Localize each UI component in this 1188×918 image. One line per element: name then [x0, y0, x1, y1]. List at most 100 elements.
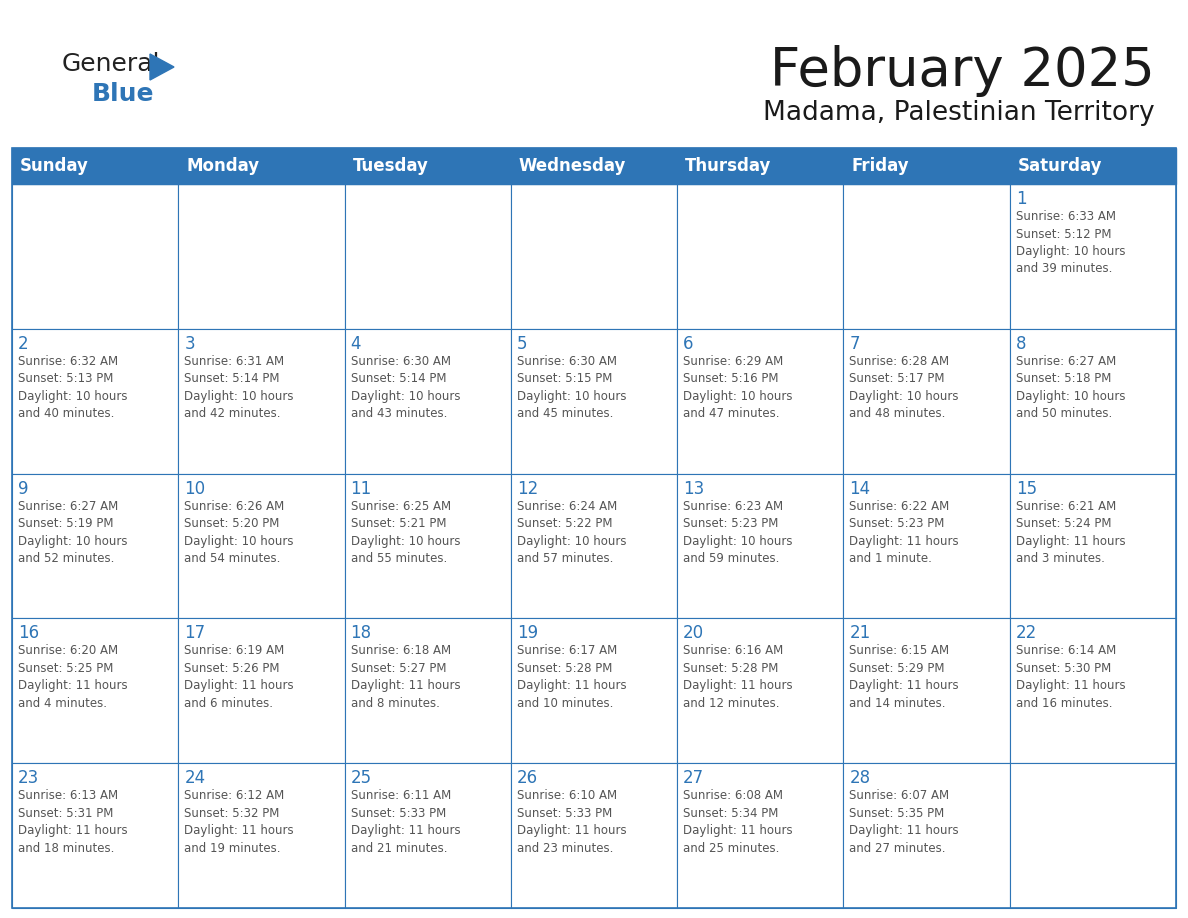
- Text: 8: 8: [1016, 335, 1026, 353]
- Text: Tuesday: Tuesday: [353, 157, 429, 175]
- Text: 1: 1: [1016, 190, 1026, 208]
- Text: 25: 25: [350, 769, 372, 788]
- Bar: [511, 184, 677, 329]
- Text: 20: 20: [683, 624, 704, 643]
- Text: Sunrise: 6:30 AM
Sunset: 5:14 PM
Daylight: 10 hours
and 43 minutes.: Sunrise: 6:30 AM Sunset: 5:14 PM Dayligh…: [350, 354, 460, 420]
- Bar: [178, 184, 345, 329]
- Bar: [511, 763, 677, 908]
- Text: 28: 28: [849, 769, 871, 788]
- Text: 9: 9: [18, 479, 29, 498]
- Text: Sunrise: 6:22 AM
Sunset: 5:23 PM
Daylight: 11 hours
and 1 minute.: Sunrise: 6:22 AM Sunset: 5:23 PM Dayligh…: [849, 499, 959, 565]
- Bar: [345, 148, 511, 184]
- Bar: [1010, 619, 1176, 763]
- Text: Sunday: Sunday: [20, 157, 89, 175]
- Text: Saturday: Saturday: [1018, 157, 1102, 175]
- Polygon shape: [150, 54, 173, 80]
- Bar: [178, 329, 345, 474]
- Text: Thursday: Thursday: [685, 157, 771, 175]
- Text: February 2025: February 2025: [770, 45, 1155, 97]
- Text: 26: 26: [517, 769, 538, 788]
- Bar: [178, 763, 345, 908]
- Text: Sunrise: 6:13 AM
Sunset: 5:31 PM
Daylight: 11 hours
and 18 minutes.: Sunrise: 6:13 AM Sunset: 5:31 PM Dayligh…: [18, 789, 127, 855]
- Text: Sunrise: 6:16 AM
Sunset: 5:28 PM
Daylight: 11 hours
and 12 minutes.: Sunrise: 6:16 AM Sunset: 5:28 PM Dayligh…: [683, 644, 792, 710]
- Bar: [677, 763, 843, 908]
- Bar: [12, 619, 178, 763]
- Text: 10: 10: [184, 479, 206, 498]
- Text: 16: 16: [18, 624, 39, 643]
- Text: Sunrise: 6:33 AM
Sunset: 5:12 PM
Daylight: 10 hours
and 39 minutes.: Sunrise: 6:33 AM Sunset: 5:12 PM Dayligh…: [1016, 210, 1125, 275]
- Bar: [511, 329, 677, 474]
- Text: Sunrise: 6:15 AM
Sunset: 5:29 PM
Daylight: 11 hours
and 14 minutes.: Sunrise: 6:15 AM Sunset: 5:29 PM Dayligh…: [849, 644, 959, 710]
- Text: Sunrise: 6:18 AM
Sunset: 5:27 PM
Daylight: 11 hours
and 8 minutes.: Sunrise: 6:18 AM Sunset: 5:27 PM Dayligh…: [350, 644, 460, 710]
- Text: Madama, Palestinian Territory: Madama, Palestinian Territory: [764, 100, 1155, 126]
- Bar: [1010, 148, 1176, 184]
- Text: 5: 5: [517, 335, 527, 353]
- Bar: [843, 184, 1010, 329]
- Text: 17: 17: [184, 624, 206, 643]
- Text: 7: 7: [849, 335, 860, 353]
- Bar: [12, 763, 178, 908]
- Text: Friday: Friday: [852, 157, 909, 175]
- Bar: [677, 329, 843, 474]
- Text: 21: 21: [849, 624, 871, 643]
- Bar: [12, 148, 1176, 908]
- Bar: [178, 148, 345, 184]
- Bar: [843, 148, 1010, 184]
- Bar: [178, 474, 345, 619]
- Bar: [12, 148, 1176, 184]
- Bar: [1010, 763, 1176, 908]
- Text: Sunrise: 6:28 AM
Sunset: 5:17 PM
Daylight: 10 hours
and 48 minutes.: Sunrise: 6:28 AM Sunset: 5:17 PM Dayligh…: [849, 354, 959, 420]
- Text: Sunrise: 6:32 AM
Sunset: 5:13 PM
Daylight: 10 hours
and 40 minutes.: Sunrise: 6:32 AM Sunset: 5:13 PM Dayligh…: [18, 354, 127, 420]
- Text: Sunrise: 6:27 AM
Sunset: 5:19 PM
Daylight: 10 hours
and 52 minutes.: Sunrise: 6:27 AM Sunset: 5:19 PM Dayligh…: [18, 499, 127, 565]
- Bar: [677, 474, 843, 619]
- Text: Sunrise: 6:11 AM
Sunset: 5:33 PM
Daylight: 11 hours
and 21 minutes.: Sunrise: 6:11 AM Sunset: 5:33 PM Dayligh…: [350, 789, 460, 855]
- Bar: [345, 763, 511, 908]
- Bar: [843, 763, 1010, 908]
- Text: 4: 4: [350, 335, 361, 353]
- Text: Sunrise: 6:30 AM
Sunset: 5:15 PM
Daylight: 10 hours
and 45 minutes.: Sunrise: 6:30 AM Sunset: 5:15 PM Dayligh…: [517, 354, 626, 420]
- Text: 14: 14: [849, 479, 871, 498]
- Text: Sunrise: 6:10 AM
Sunset: 5:33 PM
Daylight: 11 hours
and 23 minutes.: Sunrise: 6:10 AM Sunset: 5:33 PM Dayligh…: [517, 789, 626, 855]
- Text: 6: 6: [683, 335, 694, 353]
- Text: Sunrise: 6:08 AM
Sunset: 5:34 PM
Daylight: 11 hours
and 25 minutes.: Sunrise: 6:08 AM Sunset: 5:34 PM Dayligh…: [683, 789, 792, 855]
- Text: 11: 11: [350, 479, 372, 498]
- Text: Sunrise: 6:21 AM
Sunset: 5:24 PM
Daylight: 11 hours
and 3 minutes.: Sunrise: 6:21 AM Sunset: 5:24 PM Dayligh…: [1016, 499, 1125, 565]
- Text: Sunrise: 6:29 AM
Sunset: 5:16 PM
Daylight: 10 hours
and 47 minutes.: Sunrise: 6:29 AM Sunset: 5:16 PM Dayligh…: [683, 354, 792, 420]
- Bar: [677, 184, 843, 329]
- Bar: [12, 329, 178, 474]
- Bar: [511, 619, 677, 763]
- Bar: [511, 148, 677, 184]
- Text: 19: 19: [517, 624, 538, 643]
- Text: Sunrise: 6:12 AM
Sunset: 5:32 PM
Daylight: 11 hours
and 19 minutes.: Sunrise: 6:12 AM Sunset: 5:32 PM Dayligh…: [184, 789, 293, 855]
- Text: Sunrise: 6:25 AM
Sunset: 5:21 PM
Daylight: 10 hours
and 55 minutes.: Sunrise: 6:25 AM Sunset: 5:21 PM Dayligh…: [350, 499, 460, 565]
- Text: 18: 18: [350, 624, 372, 643]
- Text: 22: 22: [1016, 624, 1037, 643]
- Text: 23: 23: [18, 769, 39, 788]
- Text: Sunrise: 6:24 AM
Sunset: 5:22 PM
Daylight: 10 hours
and 57 minutes.: Sunrise: 6:24 AM Sunset: 5:22 PM Dayligh…: [517, 499, 626, 565]
- Text: Sunrise: 6:14 AM
Sunset: 5:30 PM
Daylight: 11 hours
and 16 minutes.: Sunrise: 6:14 AM Sunset: 5:30 PM Dayligh…: [1016, 644, 1125, 710]
- Bar: [843, 329, 1010, 474]
- Text: General: General: [62, 52, 160, 76]
- Bar: [345, 329, 511, 474]
- Bar: [677, 148, 843, 184]
- Text: Sunrise: 6:26 AM
Sunset: 5:20 PM
Daylight: 10 hours
and 54 minutes.: Sunrise: 6:26 AM Sunset: 5:20 PM Dayligh…: [184, 499, 293, 565]
- Bar: [677, 619, 843, 763]
- Bar: [843, 619, 1010, 763]
- Bar: [1010, 329, 1176, 474]
- Text: Monday: Monday: [187, 157, 259, 175]
- Bar: [1010, 474, 1176, 619]
- Bar: [1010, 184, 1176, 329]
- Text: Wednesday: Wednesday: [519, 157, 626, 175]
- Bar: [511, 474, 677, 619]
- Text: 12: 12: [517, 479, 538, 498]
- Text: Sunrise: 6:20 AM
Sunset: 5:25 PM
Daylight: 11 hours
and 4 minutes.: Sunrise: 6:20 AM Sunset: 5:25 PM Dayligh…: [18, 644, 127, 710]
- Bar: [345, 619, 511, 763]
- Bar: [12, 184, 178, 329]
- Text: Sunrise: 6:31 AM
Sunset: 5:14 PM
Daylight: 10 hours
and 42 minutes.: Sunrise: 6:31 AM Sunset: 5:14 PM Dayligh…: [184, 354, 293, 420]
- Text: 2: 2: [18, 335, 29, 353]
- Bar: [345, 474, 511, 619]
- Text: Blue: Blue: [91, 82, 154, 106]
- Bar: [345, 184, 511, 329]
- Text: Sunrise: 6:17 AM
Sunset: 5:28 PM
Daylight: 11 hours
and 10 minutes.: Sunrise: 6:17 AM Sunset: 5:28 PM Dayligh…: [517, 644, 626, 710]
- Text: 3: 3: [184, 335, 195, 353]
